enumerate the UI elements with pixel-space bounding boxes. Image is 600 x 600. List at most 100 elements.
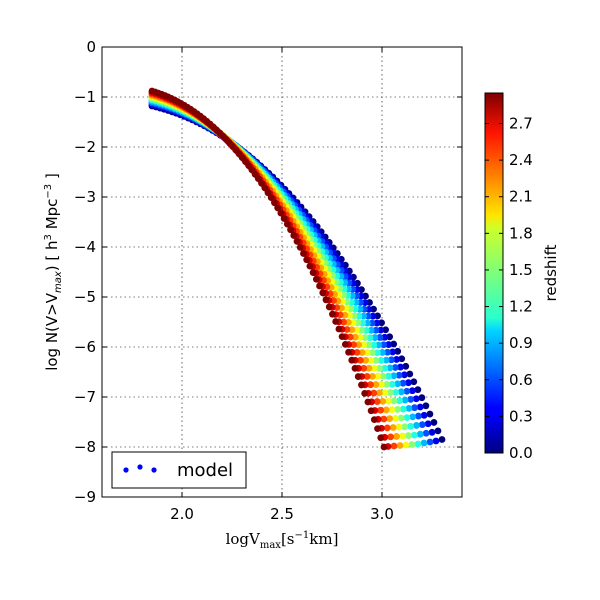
data-point	[348, 356, 356, 364]
y-tick-label: −5	[74, 288, 96, 306]
data-point	[416, 403, 424, 411]
colorbar-tick-label: 0.6	[509, 371, 533, 389]
data-point	[410, 378, 418, 386]
data-point	[412, 395, 420, 403]
data-point	[354, 373, 362, 380]
y-tick-label: 0	[86, 38, 96, 56]
data-point	[341, 340, 349, 348]
data-point	[353, 326, 361, 334]
data-point	[399, 405, 407, 413]
data-point	[300, 250, 307, 257]
data-point	[377, 381, 385, 388]
data-point	[362, 356, 369, 364]
data-point	[376, 334, 384, 341]
data-point	[360, 341, 368, 349]
data-point	[364, 312, 372, 320]
colorbar-tick-label: 0.9	[509, 334, 533, 352]
data-point	[386, 333, 394, 341]
data-point	[356, 333, 364, 341]
data-point	[358, 326, 365, 334]
x-tick-label: 2.0	[170, 505, 194, 523]
data-point	[274, 204, 282, 212]
x-axis-label-unit-pre: [s	[281, 530, 295, 548]
data-point	[371, 334, 379, 341]
data-point	[406, 370, 414, 378]
data-point	[351, 333, 359, 341]
y-tick-label: −6	[74, 338, 96, 356]
colorbar: 0.0 0.3 0.6 0.9 1.2 1.5 1.8 2.1 2.4 2.7 redshift	[484, 92, 560, 462]
y-axis-label-pre: log N(V>V	[43, 292, 61, 371]
data-point	[382, 406, 390, 414]
data-point	[394, 380, 401, 388]
data-point	[432, 437, 440, 445]
data-point	[381, 389, 389, 397]
data-point	[358, 381, 365, 389]
data-points	[148, 87, 446, 451]
data-point	[351, 364, 359, 372]
data-point	[369, 312, 377, 320]
y-axis-label-sup1: 3	[43, 234, 54, 240]
data-point	[356, 356, 364, 364]
redshift-series	[148, 90, 398, 450]
data-point	[325, 303, 333, 311]
data-point	[261, 184, 269, 192]
data-point	[420, 411, 428, 419]
data-point	[379, 372, 387, 380]
data-point	[309, 269, 317, 276]
data-point	[345, 348, 352, 356]
data-point	[386, 389, 394, 396]
data-point	[402, 441, 410, 449]
data-point	[374, 425, 381, 433]
legend-label: model	[177, 460, 233, 481]
data-point	[367, 407, 375, 415]
data-point	[303, 256, 311, 264]
data-point	[367, 326, 375, 334]
data-point	[394, 347, 402, 355]
data-point	[335, 325, 343, 333]
data-point	[364, 398, 372, 406]
data-point	[422, 429, 430, 437]
data-point	[420, 439, 428, 447]
data-point	[366, 334, 374, 342]
data-point	[389, 348, 397, 356]
data-point	[404, 379, 412, 387]
y-tick-label: −1	[74, 88, 96, 106]
data-point	[408, 441, 416, 448]
data-point	[397, 363, 404, 371]
data-point	[401, 396, 409, 404]
data-point	[390, 397, 398, 405]
data-point	[403, 387, 411, 395]
colorbar-label: redshift	[542, 244, 560, 301]
data-point	[393, 356, 400, 363]
data-point	[287, 226, 294, 234]
data-point	[418, 394, 426, 402]
data-point	[363, 319, 371, 327]
data-point	[280, 215, 288, 222]
data-point	[365, 364, 373, 372]
y-tick-label: −4	[74, 238, 96, 256]
data-point	[348, 326, 356, 334]
legend-box	[111, 451, 247, 489]
data-point	[381, 333, 389, 341]
data-point	[388, 406, 396, 414]
data-point	[380, 415, 388, 423]
data-point	[390, 442, 398, 450]
x-tick-label: 3.0	[370, 505, 394, 523]
data-point	[392, 414, 399, 422]
y-tick-label: −7	[74, 388, 96, 406]
data-point	[401, 371, 408, 379]
x-axis-label: logVmax[s−1km]	[226, 530, 339, 551]
data-point	[413, 422, 420, 429]
data-point	[424, 420, 432, 428]
legend: model	[111, 451, 247, 489]
data-point	[376, 364, 383, 372]
data-point	[396, 397, 403, 405]
data-point	[361, 334, 369, 341]
data-point	[381, 364, 389, 372]
legend-marker-1	[123, 467, 129, 473]
data-point	[367, 381, 374, 389]
data-point	[392, 389, 400, 396]
y-axis-label: log N(V>Vmax) [ h3 Mpc−3 ]	[43, 173, 64, 371]
data-point	[395, 371, 403, 379]
